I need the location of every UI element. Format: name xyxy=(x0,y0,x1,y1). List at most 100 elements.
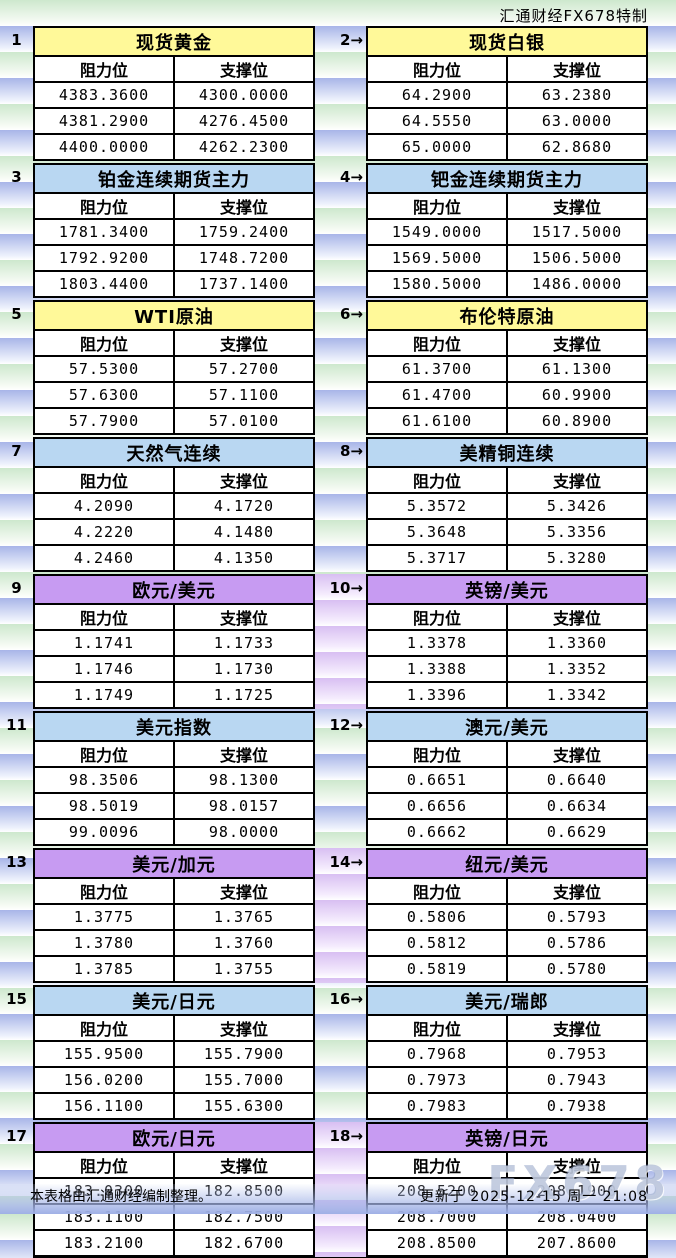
resistance-value: 0.6662 xyxy=(366,818,508,846)
resistance-value: 1.1741 xyxy=(33,629,175,657)
instrument-panel: 澳元/美元 阻力位 支撑位 0.6651 0.6640 0.6656 0.663… xyxy=(366,711,648,846)
support-value: 62.8680 xyxy=(506,133,648,161)
panel-number: 9 xyxy=(11,579,22,597)
support-value: 60.9900 xyxy=(506,381,648,409)
support-value: 1.3760 xyxy=(173,929,315,957)
resistance-value: 64.5550 xyxy=(366,107,508,135)
col-resistance: 阻力位 xyxy=(366,1014,508,1042)
support-value: 1.1730 xyxy=(173,655,315,683)
support-value: 208.0400 xyxy=(506,1203,648,1231)
resistance-value: 4.2460 xyxy=(33,544,175,572)
col-resistance: 阻力位 xyxy=(366,55,508,83)
instrument-panel: WTI原油 阻力位 支撑位 57.5300 57.2700 57.6300 57… xyxy=(33,300,315,435)
resistance-value: 1.1749 xyxy=(33,681,175,709)
instrument-panel: 现货黄金 阻力位 支撑位 4383.3600 4300.0000 4381.29… xyxy=(33,26,315,161)
col-support: 支撑位 xyxy=(173,329,315,357)
col-support: 支撑位 xyxy=(506,1014,648,1042)
support-value: 4.1350 xyxy=(173,544,315,572)
support-value: 0.7943 xyxy=(506,1066,648,1094)
quote-table: 美元/日元 阻力位 支撑位 155.9500 155.7900 156.0200… xyxy=(33,985,315,1120)
col-support: 支撑位 xyxy=(173,466,315,494)
col-support: 支撑位 xyxy=(506,877,648,905)
quote-table: 现货黄金 阻力位 支撑位 4383.3600 4300.0000 4381.29… xyxy=(33,26,315,161)
instrument-title: 英镑/美元 xyxy=(366,574,648,605)
quote-table: 欧元/美元 阻力位 支撑位 1.1741 1.1733 1.1746 1.173… xyxy=(33,574,315,709)
support-value: 1748.7200 xyxy=(173,244,315,272)
resistance-value: 1569.5000 xyxy=(366,244,508,272)
resistance-value: 0.5819 xyxy=(366,955,508,983)
resistance-value: 0.7983 xyxy=(366,1092,508,1120)
col-resistance: 阻力位 xyxy=(33,603,175,631)
support-value: 4.1480 xyxy=(173,518,315,546)
quote-table: 布伦特原油 阻力位 支撑位 61.3700 61.1300 61.4700 60… xyxy=(366,300,648,435)
support-value: 4276.4500 xyxy=(173,107,315,135)
panel-number: 10→ xyxy=(315,574,366,709)
quote-table: 美元/加元 阻力位 支撑位 1.3775 1.3765 1.3780 1.376… xyxy=(33,848,315,983)
support-value: 57.1100 xyxy=(173,381,315,409)
support-value: 0.6640 xyxy=(506,766,648,794)
quote-table: 钯金连续期货主力 阻力位 支撑位 1549.0000 1517.5000 156… xyxy=(366,163,648,298)
resistance-value: 1.3785 xyxy=(33,955,175,983)
col-resistance: 阻力位 xyxy=(366,740,508,768)
support-value: 155.6300 xyxy=(173,1092,315,1120)
panel-number: 17 xyxy=(6,1127,27,1145)
quote-table: 天然气连续 阻力位 支撑位 4.2090 4.1720 4.2220 4.148… xyxy=(33,437,315,572)
col-resistance: 阻力位 xyxy=(366,329,508,357)
panel-number: 11 xyxy=(6,716,27,734)
support-value: 4300.0000 xyxy=(173,81,315,109)
panel-number: 18→ xyxy=(315,1122,366,1257)
panel-number: 14→ xyxy=(315,848,366,983)
resistance-value: 1.3780 xyxy=(33,929,175,957)
instrument-title: WTI原油 xyxy=(33,300,315,331)
col-resistance: 阻力位 xyxy=(366,192,508,220)
instrument-title: 欧元/美元 xyxy=(33,574,315,605)
support-value: 1737.1400 xyxy=(173,270,315,298)
support-value: 63.0000 xyxy=(506,107,648,135)
col-support: 支撑位 xyxy=(506,740,648,768)
support-value: 1.1725 xyxy=(173,681,315,709)
quote-table: 纽元/美元 阻力位 支撑位 0.5806 0.5793 0.5812 0.578… xyxy=(366,848,648,983)
support-value: 98.1300 xyxy=(173,766,315,794)
instrument-title: 现货白银 xyxy=(366,26,648,57)
col-support: 支撑位 xyxy=(173,192,315,220)
resistance-value: 1580.5000 xyxy=(366,270,508,298)
quote-table: 美精铜连续 阻力位 支撑位 5.3572 5.3426 5.3648 5.335… xyxy=(366,437,648,572)
panel-number: 15 xyxy=(6,990,27,1008)
support-value: 0.7938 xyxy=(506,1092,648,1120)
support-value: 0.5786 xyxy=(506,929,648,957)
panel-number: 2→ xyxy=(339,31,363,49)
support-value: 182.6700 xyxy=(173,1229,315,1257)
col-resistance: 阻力位 xyxy=(33,466,175,494)
col-resistance: 阻力位 xyxy=(33,740,175,768)
instrument-panel: 美元/加元 阻力位 支撑位 1.3775 1.3765 1.3780 1.376… xyxy=(33,848,315,983)
instrument-panel: 现货白银 阻力位 支撑位 64.2900 63.2380 64.5550 63.… xyxy=(366,26,648,161)
resistance-value: 98.5019 xyxy=(33,792,175,820)
quotes-sheet: 1 现货黄金 阻力位 支撑位 4383.3600 4300.0000 4381.… xyxy=(0,26,676,1258)
instrument-panel: 铂金连续期货主力 阻力位 支撑位 1781.3400 1759.2400 179… xyxy=(33,163,315,298)
quote-table: WTI原油 阻力位 支撑位 57.5300 57.2700 57.6300 57… xyxy=(33,300,315,435)
resistance-value: 61.6100 xyxy=(366,407,508,435)
resistance-value: 57.5300 xyxy=(33,355,175,383)
panel-number: 4→ xyxy=(339,168,363,186)
support-value: 1.1733 xyxy=(173,629,315,657)
resistance-value: 0.6651 xyxy=(366,766,508,794)
resistance-value: 0.5806 xyxy=(366,903,508,931)
instrument-title: 美元/瑞郎 xyxy=(366,985,648,1016)
instrument-panel: 英镑/美元 阻力位 支撑位 1.3378 1.3360 1.3388 1.335… xyxy=(366,574,648,709)
instrument-panel: 美元/日元 阻力位 支撑位 155.9500 155.7900 156.0200… xyxy=(33,985,315,1120)
col-resistance: 阻力位 xyxy=(366,466,508,494)
resistance-value: 0.7968 xyxy=(366,1040,508,1068)
panel-number: 3 xyxy=(11,168,22,186)
resistance-value: 4.2220 xyxy=(33,518,175,546)
instrument-title: 现货黄金 xyxy=(33,26,315,57)
resistance-value: 0.7973 xyxy=(366,1066,508,1094)
panels-grid: 1 现货黄金 阻力位 支撑位 4383.3600 4300.0000 4381.… xyxy=(0,26,676,1257)
resistance-value: 208.8500 xyxy=(366,1229,508,1257)
support-value: 1.3342 xyxy=(506,681,648,709)
instrument-title: 铂金连续期货主力 xyxy=(33,163,315,194)
instrument-panel: 美元指数 阻力位 支撑位 98.3506 98.1300 98.5019 98.… xyxy=(33,711,315,846)
resistance-value: 57.7900 xyxy=(33,407,175,435)
support-value: 0.5780 xyxy=(506,955,648,983)
instrument-title: 美精铜连续 xyxy=(366,437,648,468)
col-support: 支撑位 xyxy=(173,740,315,768)
